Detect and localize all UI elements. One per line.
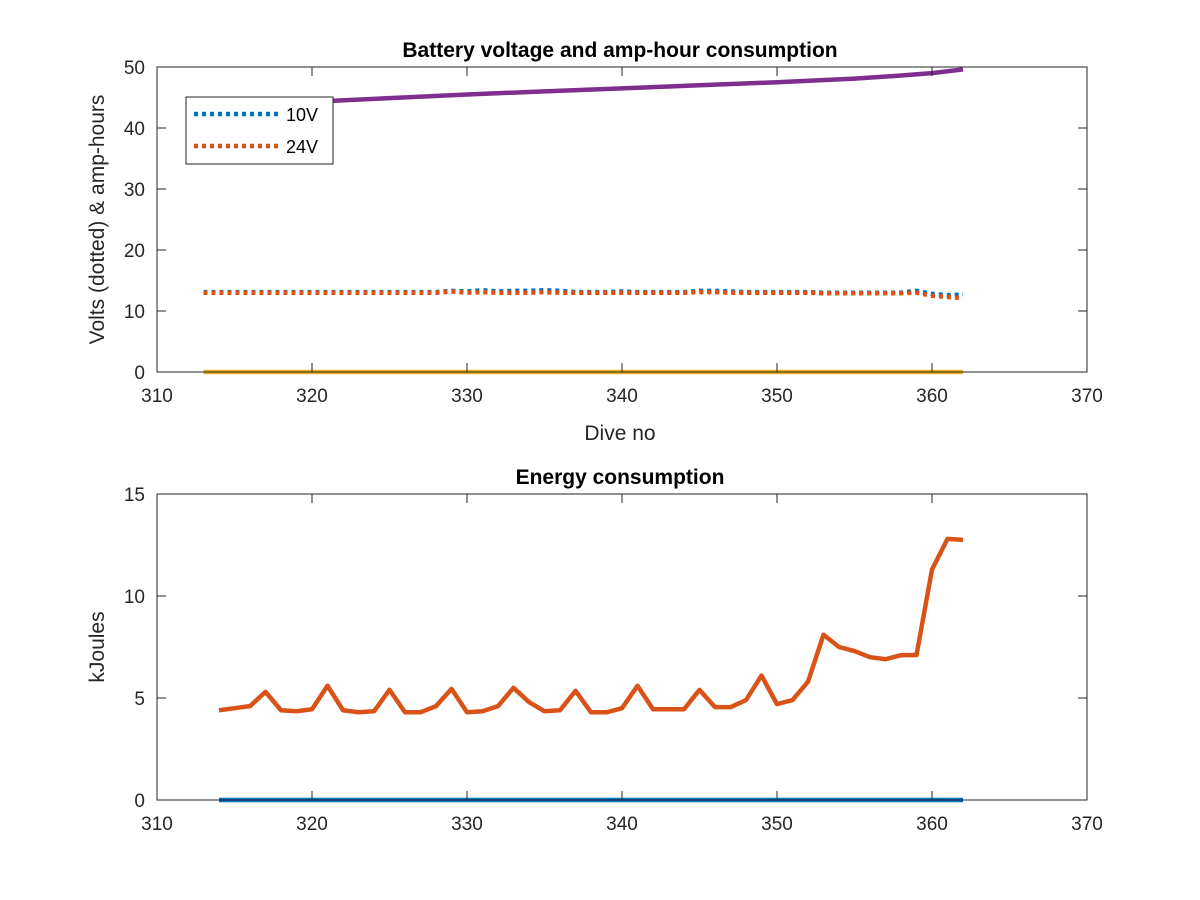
- x-tick-label: 350: [761, 814, 793, 835]
- series-line-1: [218, 536, 964, 715]
- axis-ticks: 310 320 330 340 350 360 370 0 5 10 15: [124, 485, 1103, 835]
- x-tick-label: 310: [141, 814, 173, 835]
- chart-title: Energy consumption: [516, 466, 725, 489]
- legend: 10V 24V: [185, 96, 334, 165]
- y-axis-label: kJoules: [86, 611, 109, 682]
- x-tick-label: 360: [916, 814, 948, 835]
- series-line-3: [311, 67, 964, 105]
- x-axis-label: Dive no: [584, 422, 655, 445]
- x-tick-label: 330: [451, 386, 483, 407]
- x-tick-label: 350: [761, 386, 793, 407]
- energy-consumption-axes: Energy consumption 310 320 330 340 350 360 370…: [86, 466, 1103, 835]
- axis-ticks: 310 320 330 340 350 360 370 0 10 20 30 40 50: [124, 58, 1103, 407]
- y-tick-label: 10: [124, 587, 145, 608]
- x-tick-label: 360: [916, 386, 948, 407]
- chart-title: Battery voltage and amp-hour consumption: [402, 39, 837, 62]
- legend-box: [185, 96, 334, 165]
- y-tick-label: 0: [134, 363, 145, 384]
- y-tick-label: 15: [124, 485, 145, 506]
- y-tick-label: 50: [124, 58, 145, 79]
- series-line-24v: [203, 289, 964, 301]
- y-tick-label: 40: [124, 119, 145, 140]
- y-tick-label: 0: [134, 791, 145, 812]
- x-tick-label: 310: [141, 386, 173, 407]
- voltage-amp-hour-axes: Battery voltage and amp-hour consumption…: [86, 39, 1103, 445]
- x-tick-label: 340: [606, 386, 638, 407]
- legend-label-24v: 24V: [286, 137, 318, 157]
- x-tick-label: 320: [296, 386, 328, 407]
- y-tick-label: 5: [134, 689, 145, 710]
- x-tick-label: 330: [451, 814, 483, 835]
- y-axis-label: Volts (dotted) & amp-hours: [86, 95, 109, 345]
- x-tick-label: 370: [1071, 386, 1103, 407]
- x-tick-label: 340: [606, 814, 638, 835]
- legend-label-10v: 10V: [286, 105, 318, 125]
- y-tick-label: 20: [124, 241, 145, 262]
- x-tick-label: 370: [1071, 814, 1103, 835]
- y-tick-label: 10: [124, 302, 145, 323]
- x-tick-label: 320: [296, 814, 328, 835]
- y-tick-label: 30: [124, 180, 145, 201]
